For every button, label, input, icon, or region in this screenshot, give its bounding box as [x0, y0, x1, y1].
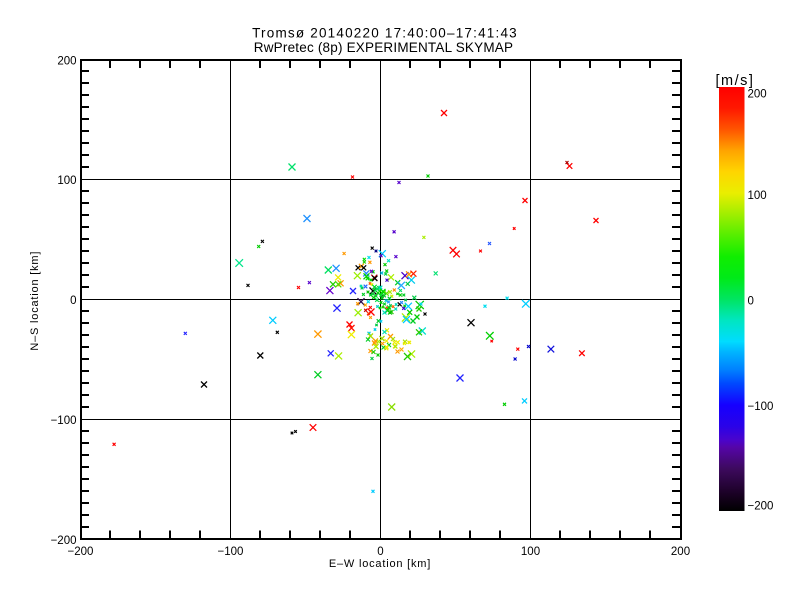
svg-text:100: 100: [57, 175, 76, 187]
svg-text:[m/s]: [m/s]: [716, 73, 755, 89]
svg-text:−200: −200: [68, 546, 94, 558]
svg-text:N–S location [km]: N–S location [km]: [29, 251, 41, 351]
svg-text:RwPretec (8p) EXPERIMENTAL SKY: RwPretec (8p) EXPERIMENTAL SKYMAP: [254, 40, 513, 55]
svg-text:−200: −200: [51, 535, 77, 547]
svg-text:0: 0: [748, 295, 754, 307]
svg-text:−100: −100: [51, 415, 77, 427]
svg-text:E–W location [km]: E–W location [km]: [329, 558, 431, 570]
svg-text:200: 200: [748, 88, 767, 100]
svg-text:−100: −100: [748, 401, 774, 413]
svg-text:200: 200: [57, 56, 76, 68]
svg-text:200: 200: [671, 546, 690, 558]
svg-text:−100: −100: [218, 546, 244, 558]
svg-text:−200: −200: [748, 500, 774, 512]
svg-text:100: 100: [521, 546, 540, 558]
svg-text:0: 0: [377, 546, 383, 558]
svg-text:Tromsø 20140220 17:40:00–17:41: Tromsø 20140220 17:40:00–17:41:43: [252, 26, 518, 41]
svg-text:0: 0: [70, 295, 76, 307]
svg-text:100: 100: [748, 190, 767, 202]
